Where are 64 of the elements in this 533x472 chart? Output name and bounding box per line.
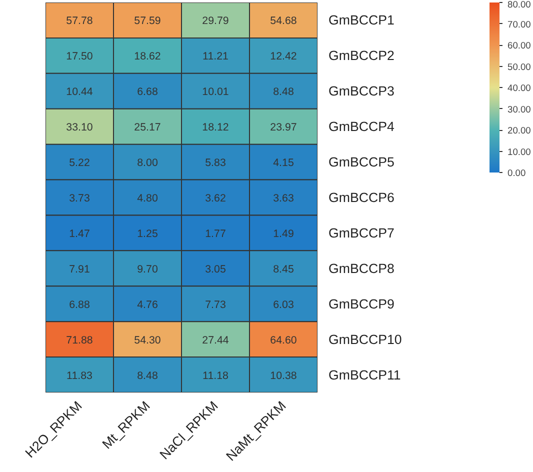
data-label: 25.17 bbox=[134, 122, 161, 134]
data-label: 11.83 bbox=[66, 370, 93, 382]
y-tick-label: GmBCCP2 bbox=[328, 48, 394, 64]
y-tick-label: GmBCCP1 bbox=[328, 12, 394, 28]
data-label: 5.83 bbox=[205, 157, 226, 170]
data-label: 8.48 bbox=[137, 370, 158, 382]
y-tick-label: GmBCCP9 bbox=[328, 296, 394, 312]
y-tick-label: GmBCCP6 bbox=[328, 190, 394, 205]
data-label: 9.70 bbox=[137, 263, 158, 276]
data-label: 57.59 bbox=[134, 15, 161, 28]
data-label: 12.42 bbox=[270, 50, 297, 63]
data-label: 7.91 bbox=[69, 263, 90, 276]
data-label: 10.38 bbox=[270, 370, 297, 382]
y-tick-label: GmBCCP3 bbox=[328, 84, 394, 99]
y-tick-label: GmBCCP4 bbox=[328, 119, 395, 134]
data-label: 18.62 bbox=[134, 50, 161, 63]
data-label: 54.68 bbox=[270, 15, 297, 28]
color-bar-label: 50.00 bbox=[508, 62, 531, 72]
data-label: 57.78 bbox=[66, 15, 93, 28]
y-tick-label: GmBCCP7 bbox=[328, 225, 394, 240]
data-label: 18.12 bbox=[202, 122, 229, 134]
data-label: 6.03 bbox=[273, 298, 294, 311]
data-label: 71.88 bbox=[66, 334, 93, 346]
data-label: 8.45 bbox=[273, 263, 294, 276]
color-bar-label: 80.00 bbox=[508, 0, 531, 10]
data-label: 1.49 bbox=[273, 228, 294, 240]
y-tick-label: GmBCCP10 bbox=[328, 332, 402, 347]
data-label: 23.97 bbox=[270, 122, 297, 134]
data-label: 54.30 bbox=[134, 334, 161, 346]
y-tick-label: GmBCCP11 bbox=[328, 367, 401, 382]
data-label: 8.48 bbox=[273, 86, 294, 98]
data-label: 6.88 bbox=[69, 298, 90, 311]
data-label: 11.18 bbox=[202, 370, 229, 382]
color-bar-label: 20.00 bbox=[508, 126, 531, 136]
data-label: 64.60 bbox=[270, 334, 297, 346]
data-label: 17.50 bbox=[66, 50, 93, 63]
data-label: 4.76 bbox=[137, 298, 158, 311]
data-label: 11.21 bbox=[202, 50, 229, 63]
data-label: 5.22 bbox=[69, 157, 90, 170]
color-bar-label: 10.00 bbox=[508, 146, 531, 157]
data-label: 3.73 bbox=[69, 192, 90, 204]
data-label: 27.44 bbox=[202, 334, 229, 346]
data-label: 8.00 bbox=[137, 157, 158, 170]
y-tick-label: GmBCCP8 bbox=[328, 260, 394, 276]
data-label: 3.05 bbox=[205, 263, 226, 276]
data-label: 4.80 bbox=[137, 192, 158, 204]
data-label: 1.47 bbox=[69, 228, 90, 240]
color-bar-label: 30.00 bbox=[508, 104, 531, 114]
data-label: 1.25 bbox=[137, 228, 158, 240]
data-label: 10.01 bbox=[202, 86, 229, 98]
data-label: 7.73 bbox=[205, 298, 226, 311]
data-label: 29.79 bbox=[202, 15, 229, 28]
color-bar-label: 0.00 bbox=[508, 168, 526, 178]
data-label: 6.68 bbox=[137, 86, 158, 98]
data-label: 33.10 bbox=[66, 122, 93, 134]
data-label: 1.77 bbox=[205, 228, 226, 240]
color-bar-label: 60.00 bbox=[508, 40, 531, 50]
color-bar-label: 40.00 bbox=[508, 83, 531, 93]
y-tick-label: GmBCCP5 bbox=[328, 154, 394, 170]
data-label: 3.62 bbox=[205, 192, 226, 204]
data-label: 10.44 bbox=[66, 86, 93, 98]
data-label: 3.63 bbox=[273, 192, 294, 204]
color-bar-label: 70.00 bbox=[508, 19, 531, 30]
data-label: 4.15 bbox=[273, 157, 294, 170]
